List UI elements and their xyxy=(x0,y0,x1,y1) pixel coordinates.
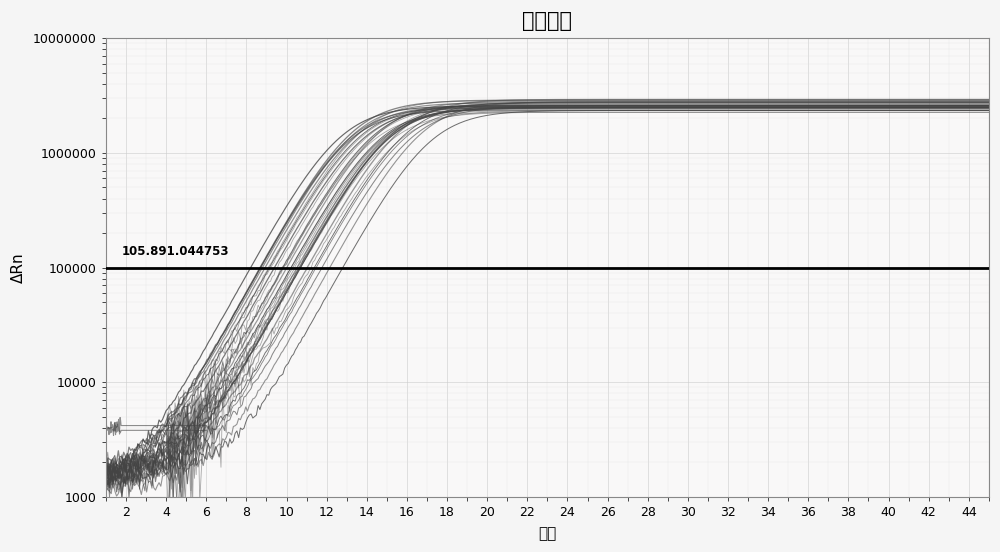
Title: 扩增曲线: 扩增曲线 xyxy=(522,11,572,31)
Text: 105.891.044753: 105.891.044753 xyxy=(122,245,230,257)
Y-axis label: ΔRn: ΔRn xyxy=(11,252,26,283)
X-axis label: 循环: 循环 xyxy=(538,526,557,541)
